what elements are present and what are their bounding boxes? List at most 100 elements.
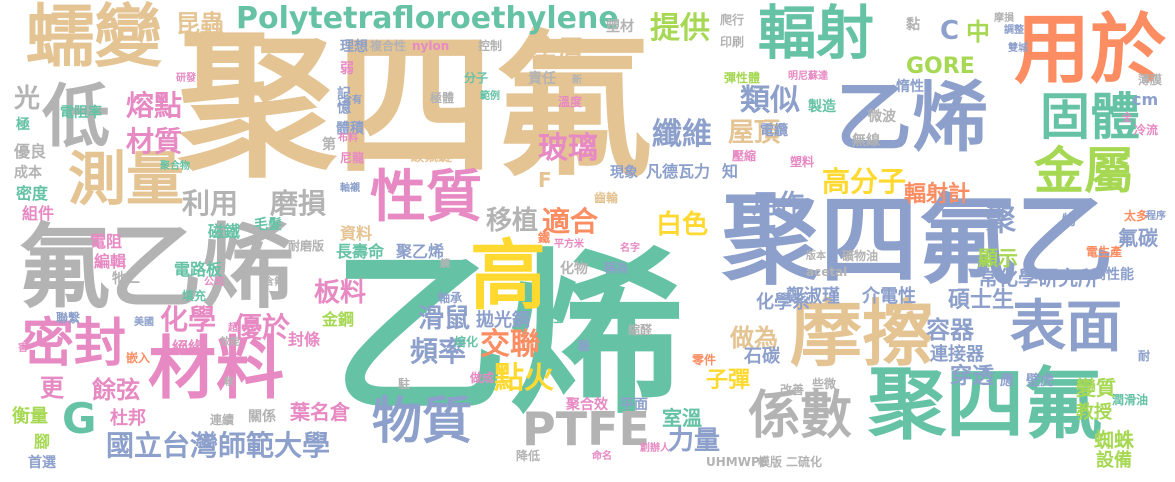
cloud-word: 鐵 [538, 231, 551, 245]
cloud-word: 現象 [610, 165, 638, 181]
cloud-word: 教授 [1076, 402, 1112, 423]
cloud-word: 全 [1122, 113, 1132, 124]
cloud-word: 牠 [112, 271, 126, 287]
cloud-word: 物 [1062, 213, 1076, 229]
cloud-word: 點火 [494, 361, 554, 396]
cloud-word: 聚四氟乙 [722, 184, 1115, 298]
cloud-word: 用於 [1014, 5, 1166, 94]
cloud-word: 用作 [752, 190, 805, 220]
cloud-word: 電纜 [760, 123, 788, 139]
cloud-word: acetal [806, 265, 848, 279]
cloud-word: 齒輪 [594, 191, 619, 205]
cloud-word: 資料 [340, 224, 373, 243]
cloud-word: 衡量 [12, 406, 48, 427]
cloud-word: 聯繫 [56, 311, 81, 325]
cloud-word: 鏡 [440, 259, 450, 270]
cloud-word: 聚合效 [566, 397, 608, 413]
cloud-word: 編輯 [94, 252, 127, 271]
cloud-word: 力量 [668, 426, 721, 456]
cloud-word: 長壽命 [336, 242, 385, 261]
cloud-word: 驗 [578, 339, 591, 353]
cloud-word: 封條 [288, 330, 321, 349]
cloud-word: 摩損 [994, 13, 1014, 24]
cloud-word: 拋光鋼 [476, 310, 530, 331]
cloud-word: 類似 [740, 83, 800, 118]
cloud-word: 爬行 [720, 13, 745, 27]
cloud-word: 二 [126, 271, 140, 287]
cloud-word: 密封 [22, 314, 127, 374]
cloud-word: 玻璃 [538, 131, 598, 166]
cloud-word: 塑材 [606, 19, 634, 35]
cloud-word: 優於 [234, 311, 291, 344]
cloud-word: 製造 [808, 99, 836, 115]
cloud-word: 腳 [34, 432, 51, 451]
cloud-word: 設備 [1096, 450, 1132, 471]
cloud-word: 低 [42, 78, 111, 157]
cloud-word: 明尼蘇達 [788, 71, 828, 82]
cloud-word: 聚四氟 [178, 15, 652, 199]
cloud-word: 摩擦 [790, 292, 935, 376]
cloud-word: 命名 [592, 451, 612, 462]
cloud-word: 壓縮 [732, 149, 757, 163]
cloud-word: 化學 [160, 303, 217, 336]
cloud-word: 薄膜 [1138, 73, 1163, 87]
cloud-word: 聚合物 [160, 161, 190, 172]
cloud-word: 金屬 [1034, 142, 1134, 200]
cloud-word: 滑鼠 [418, 304, 471, 334]
cloud-word: 交聯 [480, 327, 540, 362]
cloud-word: 體積 [336, 121, 364, 137]
cloud-word: 調整 [1004, 25, 1024, 36]
cloud-word: 超 [228, 323, 238, 334]
cloud-word: 軸襯 [340, 183, 360, 194]
cloud-word: 熔化 [454, 335, 479, 349]
cloud-word: 電生產 [1086, 245, 1123, 259]
cloud-word: 材料 [148, 330, 285, 409]
cloud-word: 關係 [248, 409, 276, 425]
cloud-word: 頻率 [410, 335, 467, 368]
cloud-word: 輻射 [758, 0, 875, 67]
cloud-word: 駐 [398, 377, 411, 391]
cloud-word: 黏 [906, 17, 920, 33]
cloud-word: 記憶 [335, 86, 351, 114]
cloud-word: 微波 [868, 109, 896, 125]
cloud-word: 尼龍 [340, 151, 365, 165]
cloud-word: 礦物油 [842, 249, 879, 263]
cloud-word: 介電性 [862, 286, 916, 307]
cloud-word: 物質 [372, 392, 472, 450]
cloud-word: 含有 [342, 95, 362, 106]
cloud-word: 材質 [126, 125, 183, 158]
cloud-word: 平方米 [554, 239, 584, 250]
cloud-word: 弱 [340, 61, 354, 77]
cloud-word: 改善 [780, 383, 805, 397]
cloud-word: 壁虎 [1026, 373, 1054, 389]
cloud-word: 冷流 [1134, 123, 1159, 137]
cloud-word: 知 [722, 162, 739, 181]
cloud-word: 葉名倉 [290, 400, 350, 424]
cloud-word: 磁鐵 [208, 222, 241, 241]
cloud-word: 碩士生 [948, 288, 1015, 313]
cloud-word: 密度 [16, 184, 49, 203]
cloud-word: 電路板 [174, 260, 223, 279]
cloud-word: 平面 [620, 397, 648, 413]
cloud-word: 昆蟲 [176, 10, 224, 38]
cloud-word: 聚 [986, 203, 1016, 238]
cloud-word: 纖維 [652, 117, 712, 152]
cloud-word: 碳氟鍵 [410, 149, 452, 165]
cloud-word: F [538, 168, 552, 192]
cloud-word: 雙城 [1008, 43, 1028, 54]
cloud-word: 責任 [528, 71, 556, 87]
cloud-word: 磨損 [270, 187, 327, 220]
cloud-word: 耐磨版 [288, 239, 325, 253]
cloud-word: 些微 [812, 377, 837, 391]
cloud-word: 絕緣 [172, 338, 205, 357]
cloud-word: 創辦人 [640, 443, 670, 454]
cloud-word: 填充 [182, 289, 207, 303]
cloud-word: nylon [412, 39, 450, 53]
cloud-word: 表面 [1010, 295, 1122, 360]
cloud-word: 研發 [176, 73, 196, 84]
cloud-word: 測量 [68, 145, 185, 213]
cloud-word: 效能 [220, 337, 240, 348]
cloud-word: 做成 [470, 371, 495, 385]
cloud-word: 中 [966, 18, 990, 46]
